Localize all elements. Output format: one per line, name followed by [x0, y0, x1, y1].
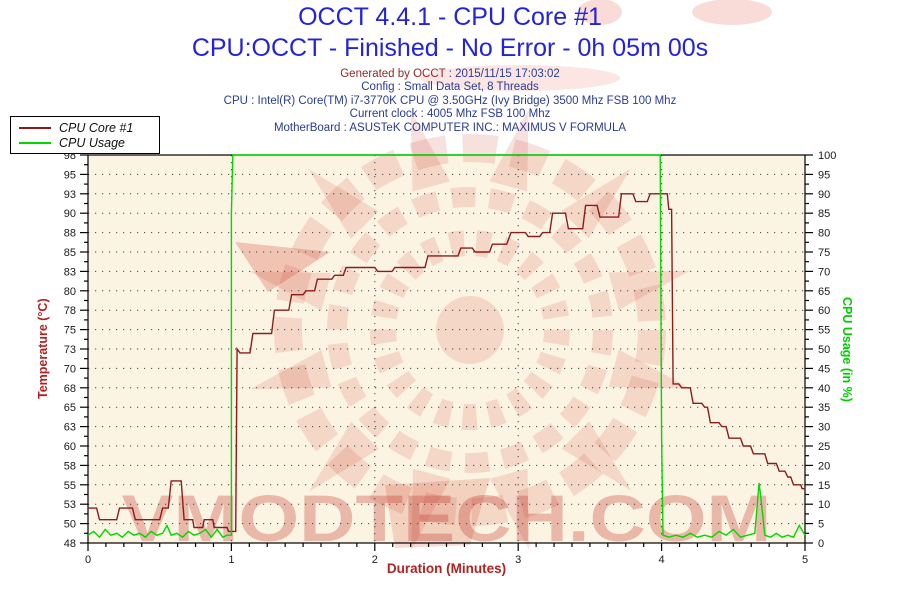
- y-left-tick-label: 53: [64, 499, 76, 511]
- legend-box: CPU Core #1 CPU Usage: [10, 116, 160, 154]
- y-left-tick-label: 55: [64, 480, 76, 492]
- y-right-tick-label: 10: [818, 499, 830, 511]
- generated-line: Generated by OCCT : 2015/11/15 17:03:02: [0, 68, 900, 81]
- y-right-tick-label: 40: [818, 383, 830, 395]
- y-right-tick-label: 5: [818, 519, 824, 531]
- y-right-tick-label: 45: [818, 363, 830, 375]
- y-axis-left-title: Temperature (°C): [36, 298, 50, 400]
- series-line-temperature: [88, 193, 805, 533]
- x-tick-label: 5: [802, 554, 808, 566]
- y-right-tick-label: 25: [818, 441, 830, 453]
- y-right-tick-label: 85: [818, 208, 830, 220]
- y-right-tick-label: 80: [818, 228, 830, 240]
- legend-line-sample-usage: [19, 141, 51, 144]
- y-right-tick-label: 55: [818, 325, 830, 337]
- y-left-tick-label: 73: [64, 344, 76, 356]
- y-right-tick-label: 35: [818, 402, 830, 414]
- y-left-tick-label: 48: [64, 538, 76, 550]
- y-left-tick-label: 78: [64, 305, 76, 317]
- generated-label: Generated by OCCT: [340, 68, 446, 80]
- x-tick-label: 1: [228, 554, 234, 566]
- y-axis-right-title: CPU Usage (in %): [840, 296, 854, 402]
- y-left-tick-label: 80: [64, 286, 76, 298]
- page-title: OCCT 4.4.1 - CPU Core #1: [298, 3, 602, 31]
- y-right-tick-label: 65: [818, 286, 830, 298]
- motherboard-line: MotherBoard : ASUSTeK COMPUTER INC.: MAX…: [273, 121, 627, 134]
- legend-line-sample-temperature: [19, 126, 51, 129]
- y-left-tick-label: 75: [64, 325, 76, 337]
- y-left-tick-label: 83: [64, 266, 76, 278]
- clock-line: Current clock : 4005 Mhz FSB 100 Mhz: [349, 108, 551, 121]
- y-left-tick-label: 68: [64, 383, 76, 395]
- x-axis-title: Duration (Minutes): [386, 561, 507, 576]
- y-right-tick-label: 50: [818, 344, 830, 356]
- y-left-tick-label: 88: [64, 228, 76, 240]
- config-line: Config : Small Data Set, 8 Threads: [361, 81, 539, 94]
- y-right-tick-label: 30: [818, 422, 830, 434]
- legend-item-cpu-usage: CPU Usage: [11, 135, 159, 150]
- page-subtitle: CPU:OCCT - Finished - No Error - 0h 05m …: [191, 34, 709, 62]
- x-tick-label: 0: [85, 554, 91, 566]
- legend-label-cpu-core: CPU Core #1: [59, 120, 134, 135]
- y-right-tick-label: 75: [818, 247, 830, 259]
- x-tick-label: 2: [372, 554, 378, 566]
- cpu-line: CPU : Intel(R) Core(TM) i7-3770K CPU @ 3…: [223, 94, 677, 107]
- generated-value: : 2015/11/15 17:03:02: [445, 68, 560, 80]
- y-left-tick-label: 60: [64, 441, 76, 453]
- report-header: Generated by OCCT : 2015/11/15 17:03:02 …: [0, 68, 900, 135]
- x-tick-label: 4: [659, 554, 665, 566]
- legend-label-cpu-usage: CPU Usage: [59, 135, 125, 150]
- y-left-tick-label: 90: [64, 208, 76, 220]
- y-right-tick-label: 0: [818, 538, 824, 550]
- y-right-tick-label: 15: [818, 480, 830, 492]
- x-tick-label: 3: [515, 554, 521, 566]
- y-right-tick-label: 95: [818, 169, 830, 181]
- y-left-tick-label: 70: [64, 363, 76, 375]
- y-left-tick-label: 93: [64, 189, 76, 201]
- grid: [88, 155, 805, 543]
- y-right-tick-label: 20: [818, 460, 830, 472]
- y-left-tick-label: 58: [64, 460, 76, 472]
- legend-item-cpu-core: CPU Core #1: [11, 120, 159, 135]
- y-right-tick-label: 100: [818, 150, 836, 162]
- y-left-tick-label: 95: [64, 169, 76, 181]
- y-left-tick-label: 63: [64, 422, 76, 434]
- y-right-tick-label: 90: [818, 189, 830, 201]
- series-line-usage: [87, 154, 806, 539]
- y-right-tick-label: 70: [818, 266, 830, 278]
- y-left-tick-label: 85: [64, 247, 76, 259]
- y-left-tick-label: 65: [64, 402, 76, 414]
- y-left-tick-label: 50: [64, 519, 76, 531]
- y-right-tick-label: 60: [818, 305, 830, 317]
